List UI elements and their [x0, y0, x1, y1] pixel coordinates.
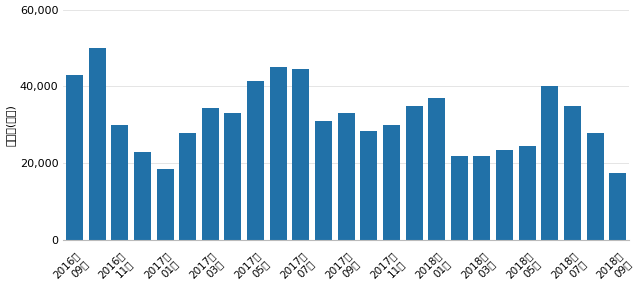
Bar — [89, 48, 106, 240]
Bar — [519, 146, 536, 240]
Bar — [451, 156, 468, 240]
Bar — [564, 106, 581, 240]
Bar — [111, 125, 128, 240]
Bar — [609, 173, 627, 240]
Bar — [66, 75, 83, 240]
Bar — [406, 106, 422, 240]
Bar — [474, 156, 490, 240]
Bar — [428, 98, 445, 240]
Bar — [360, 131, 377, 240]
Bar — [541, 86, 558, 240]
Bar — [134, 152, 151, 240]
Bar — [292, 69, 309, 240]
Bar — [247, 81, 264, 240]
Bar — [269, 67, 287, 240]
Bar — [157, 169, 173, 240]
Bar — [496, 150, 513, 240]
Bar — [338, 113, 355, 240]
Bar — [225, 113, 241, 240]
Y-axis label: 거래량(건수): 거래량(건수) — [6, 104, 15, 146]
Bar — [587, 133, 604, 240]
Bar — [179, 133, 196, 240]
Bar — [202, 108, 219, 240]
Bar — [383, 125, 400, 240]
Bar — [315, 121, 332, 240]
